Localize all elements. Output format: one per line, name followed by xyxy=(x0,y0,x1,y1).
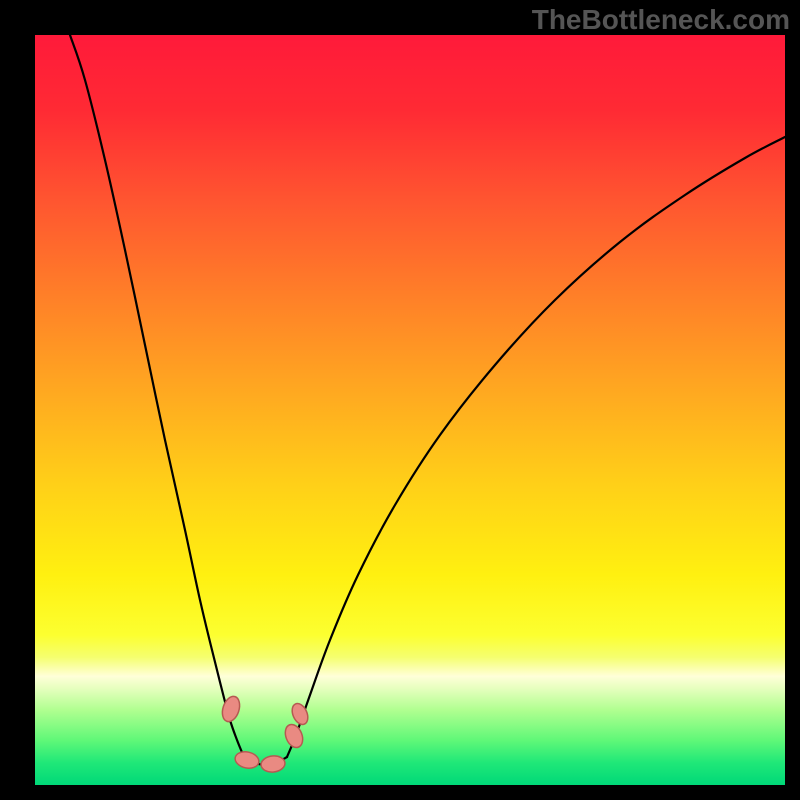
bottleneck-chart xyxy=(0,0,800,800)
watermark-text: TheBottleneck.com xyxy=(532,4,790,36)
gradient-background xyxy=(35,35,785,785)
